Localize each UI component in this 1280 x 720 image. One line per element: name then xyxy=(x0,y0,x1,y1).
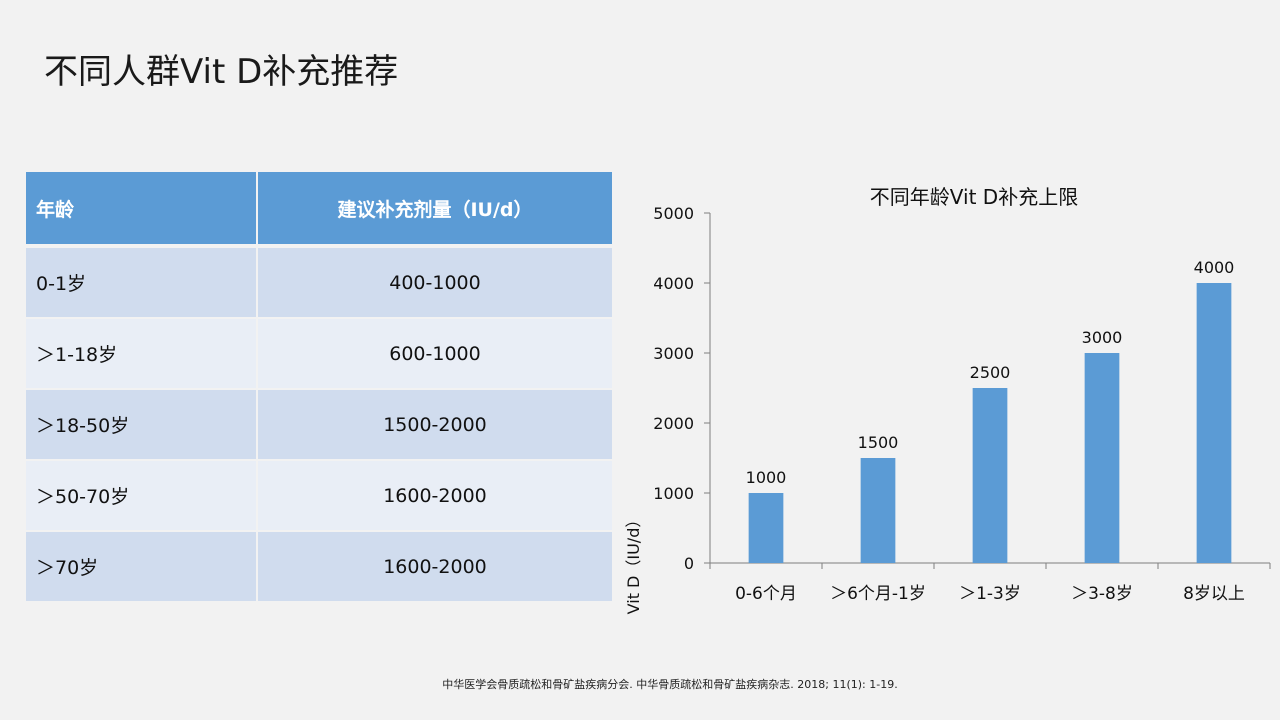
data-label: 2500 xyxy=(970,363,1011,382)
bar-chart: 不同年龄Vit D补充上限 Vit D（IU/d） 0 1000 2000 3000 4… xyxy=(624,185,1271,615)
age-cell: ＞18-50岁 xyxy=(24,388,258,461)
table-row: 0-1岁 400-1000 xyxy=(24,245,614,319)
data-label: 1500 xyxy=(858,433,899,452)
age-cell: 0-1岁 xyxy=(24,245,258,319)
bar xyxy=(1084,353,1120,563)
table-row: ＞50-70岁 1600-2000 xyxy=(24,459,614,532)
age-cell: ＞70岁 xyxy=(24,530,258,603)
table-row: ＞70岁 1600-2000 xyxy=(24,530,614,603)
y-tick-label: 4000 xyxy=(653,274,694,293)
x-tick-label: ＞1-3岁 xyxy=(959,584,1021,604)
dose-cell: 1600-2000 xyxy=(256,530,614,603)
citation: 中华医学会骨质疏松和骨矿盐疾病分会. 中华骨质疏松和骨矿盐疾病杂志. 2018;… xyxy=(442,678,898,691)
x-tick-label: 0-6个月 xyxy=(735,584,797,604)
chart-title: 不同年龄Vit D补充上限 xyxy=(870,185,1078,209)
x-tick-label: ＞3-8岁 xyxy=(1071,584,1133,604)
x-tick-label: ＞6个月-1岁 xyxy=(830,584,926,604)
y-tick-label: 1000 xyxy=(653,484,694,503)
table-row: ＞18-50岁 1500-2000 xyxy=(24,388,614,461)
data-label: 1000 xyxy=(746,468,787,487)
data-label: 4000 xyxy=(1194,258,1235,277)
bar xyxy=(1196,283,1232,563)
age-cell: ＞1-18岁 xyxy=(24,317,258,390)
dose-cell: 1600-2000 xyxy=(256,459,614,532)
recommendation-table: 年龄 建议补充剂量（IU/d） 0-1岁 400-1000 ＞1-18岁 600… xyxy=(24,170,614,603)
age-cell: ＞50-70岁 xyxy=(24,459,258,532)
y-axis-label: Vit D（IU/d） xyxy=(624,512,643,615)
y-tick-label: 5000 xyxy=(653,204,694,223)
bar xyxy=(972,388,1008,563)
table-header-row: 年龄 建议补充剂量（IU/d） xyxy=(24,170,614,248)
bar xyxy=(748,493,784,563)
header-dose: 建议补充剂量（IU/d） xyxy=(256,170,614,248)
x-tick-label: 8岁以上 xyxy=(1183,584,1245,604)
data-label: 3000 xyxy=(1082,328,1123,347)
y-tick-label: 3000 xyxy=(653,344,694,363)
bar xyxy=(860,458,896,563)
dose-cell: 400-1000 xyxy=(256,245,614,319)
dose-cell: 600-1000 xyxy=(256,317,614,390)
y-tick-label: 0 xyxy=(684,554,694,573)
header-age: 年龄 xyxy=(24,170,258,248)
table-row: ＞1-18岁 600-1000 xyxy=(24,317,614,390)
y-tick-label: 2000 xyxy=(653,414,694,433)
slide-title: 不同人群Vit D补充推荐 xyxy=(44,52,399,92)
dose-cell: 1500-2000 xyxy=(256,388,614,461)
